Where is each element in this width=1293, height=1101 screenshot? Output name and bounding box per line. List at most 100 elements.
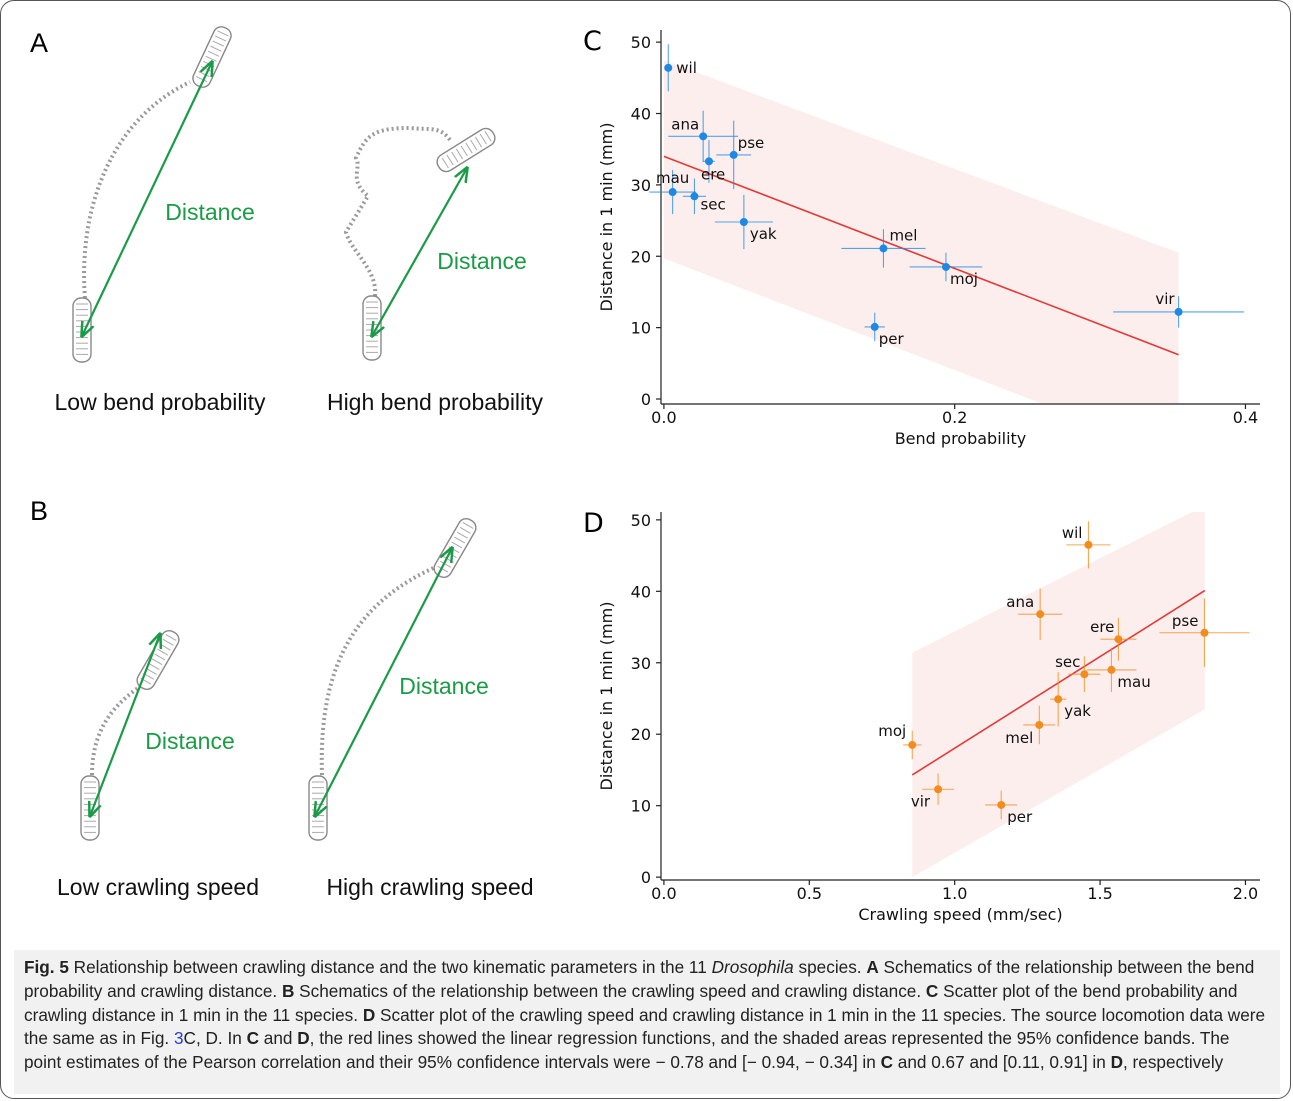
point bbox=[1174, 307, 1183, 316]
trajectory bbox=[90, 678, 152, 776]
confidence-band bbox=[663, 59, 1179, 404]
caption-text: C, D. In bbox=[183, 1028, 247, 1049]
y-tick-label: 40 bbox=[631, 105, 651, 124]
larva bbox=[436, 127, 496, 173]
y-tick-label: 20 bbox=[631, 725, 651, 744]
panel-label: B bbox=[30, 496, 48, 526]
point bbox=[1035, 720, 1044, 729]
figure: A B Distance Distance Distance Distance … bbox=[30, 26, 1260, 924]
x-axis-label: Crawling speed (mm/sec) bbox=[858, 905, 1062, 924]
point-label: pse bbox=[738, 134, 765, 152]
point bbox=[908, 740, 917, 749]
point bbox=[1036, 610, 1045, 619]
caption-text: B bbox=[281, 980, 295, 1001]
y-tick-label: 10 bbox=[631, 797, 651, 816]
point bbox=[1200, 628, 1209, 637]
caption-text: C bbox=[925, 980, 939, 1001]
y-tick-label: 0 bbox=[641, 868, 651, 887]
caption-text: species. bbox=[793, 957, 867, 977]
point bbox=[870, 322, 879, 331]
caption-text: D bbox=[297, 1028, 310, 1049]
x-tick-label: 0.5 bbox=[797, 884, 822, 903]
caption-text: , the red lines showed the linear regres… bbox=[24, 1028, 1230, 1073]
caption-text: Drosophila bbox=[711, 957, 794, 977]
point-label: sec bbox=[700, 195, 725, 213]
arrow-label: Distance bbox=[437, 248, 526, 274]
distance-arrow bbox=[372, 168, 467, 336]
point-label: ana bbox=[1006, 593, 1034, 611]
y-tick-label: 50 bbox=[631, 511, 651, 530]
point-label: wil bbox=[1062, 524, 1083, 542]
point-label: sec bbox=[1055, 653, 1080, 671]
point bbox=[729, 150, 738, 159]
point bbox=[879, 244, 888, 253]
caption-text: , respectively bbox=[1122, 1052, 1224, 1073]
point-label: mau bbox=[1117, 673, 1150, 691]
point-label: wil bbox=[676, 59, 697, 77]
x-tick-label: 1.0 bbox=[942, 884, 967, 903]
caption-text: Fig. 5 bbox=[24, 957, 69, 977]
point-label: mel bbox=[889, 226, 917, 244]
point-label: yak bbox=[750, 225, 777, 243]
point-label: moj bbox=[950, 270, 978, 288]
point-label: pse bbox=[1172, 612, 1199, 630]
arrow-label: Distance bbox=[145, 728, 234, 754]
distance-arrow bbox=[82, 62, 212, 336]
point bbox=[739, 217, 748, 226]
y-axis-label: Distance in 1 min (mm) bbox=[597, 602, 616, 791]
caption-text: D bbox=[362, 1004, 376, 1025]
distance-arrow bbox=[90, 634, 160, 816]
caption-link[interactable]: 3 bbox=[173, 1028, 184, 1049]
x-tick-label: 0.0 bbox=[651, 408, 676, 427]
point-label: per bbox=[1007, 808, 1033, 826]
point bbox=[941, 262, 950, 271]
caption-text: D bbox=[1110, 1052, 1123, 1073]
point-label: vir bbox=[911, 792, 931, 810]
point-label: ana bbox=[671, 115, 699, 133]
caption-text: A bbox=[866, 957, 879, 977]
larva bbox=[362, 295, 382, 361]
point bbox=[1107, 665, 1116, 674]
point bbox=[1114, 635, 1123, 644]
point-label: per bbox=[879, 330, 905, 348]
trajectory bbox=[82, 80, 191, 299]
point bbox=[1084, 540, 1093, 549]
point-label: yak bbox=[1064, 702, 1091, 720]
caption-text: C bbox=[880, 1052, 893, 1073]
point bbox=[1054, 695, 1063, 704]
y-axis-label: Distance in 1 min (mm) bbox=[597, 123, 616, 312]
point-label: mel bbox=[1005, 729, 1033, 747]
arrow-label: Distance bbox=[399, 673, 488, 699]
distance-arrow bbox=[315, 548, 452, 816]
larva bbox=[80, 775, 100, 841]
larvae bbox=[72, 26, 496, 841]
x-tick-label: 0.4 bbox=[1233, 408, 1258, 427]
y-tick-label: 10 bbox=[631, 319, 651, 338]
schematic-caption: High crawling speed bbox=[326, 874, 533, 900]
x-axis-label: Bend probability bbox=[895, 429, 1027, 448]
larva bbox=[72, 297, 92, 363]
schematic-caption: High bend probability bbox=[327, 389, 544, 415]
point bbox=[704, 157, 713, 166]
point bbox=[690, 192, 699, 201]
larva bbox=[433, 518, 477, 578]
y-tick-label: 0 bbox=[641, 390, 651, 409]
point-label: moj bbox=[878, 722, 906, 740]
point bbox=[1080, 670, 1089, 679]
schematic-panels: A B Distance Distance Distance Distance … bbox=[30, 26, 544, 900]
y-tick-label: 50 bbox=[631, 33, 651, 52]
caption-text: Scatter plot of the bend probability and… bbox=[24, 980, 1238, 1025]
schematic-caption: Low crawling speed bbox=[57, 874, 259, 900]
arrow-label: Distance bbox=[165, 199, 254, 225]
charts: C 0 10 20 30 40 50 0.0 0.2 0.4 Bend probability Dis… bbox=[583, 26, 1260, 924]
y-tick-label: 40 bbox=[631, 582, 651, 601]
figure-caption: Fig. 5 Relationship between crawling dis… bbox=[14, 950, 1280, 1094]
point bbox=[934, 785, 943, 794]
trajectory bbox=[343, 125, 452, 297]
trajectory bbox=[319, 564, 439, 776]
caption-text: Scatter plot of the crawling speed and c… bbox=[24, 1004, 1266, 1049]
scatter-chart: D 0 10 20 30 40 50 0.0 0.5 1.0 1.5 2.0 Crawling spee… bbox=[583, 508, 1260, 924]
point-label: vir bbox=[1155, 290, 1175, 308]
scatter-chart: C 0 10 20 30 40 50 0.0 0.2 0.4 Bend probability Dis… bbox=[583, 26, 1260, 448]
